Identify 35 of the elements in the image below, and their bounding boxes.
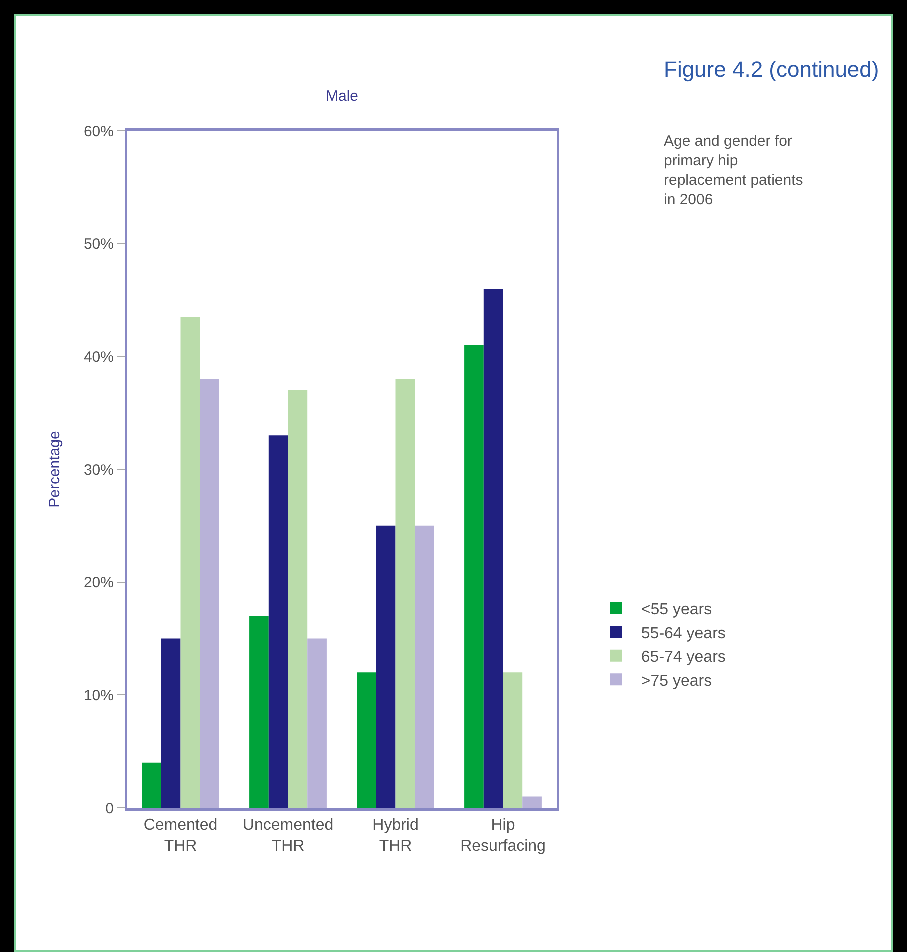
bar — [161, 638, 181, 808]
legend-label: >75 years — [641, 672, 712, 690]
bar — [484, 288, 504, 808]
y-tick-label: 60% — [84, 123, 114, 140]
bar — [396, 379, 416, 808]
y-axis-title: Percentage — [46, 431, 64, 508]
bar — [464, 345, 484, 808]
legend-label: <55 years — [641, 602, 712, 618]
y-tick-label: 0 — [106, 800, 114, 818]
legend-label: 55-64 years — [641, 625, 726, 642]
x-tick-label: Hybrid THR — [372, 817, 419, 855]
legend-label: 65-74 years — [641, 649, 726, 666]
y-tick-label: 50% — [84, 236, 114, 254]
bar — [200, 379, 220, 808]
text: Male — [326, 88, 359, 105]
text: Figure 4.2 (continued) — [664, 57, 880, 82]
bar — [376, 526, 396, 808]
bar — [268, 436, 288, 808]
bar — [357, 672, 376, 808]
bar — [308, 638, 327, 808]
bar — [180, 317, 200, 808]
text: Age and gender for primary hip replacement patients in 2006 — [664, 133, 804, 208]
bar — [415, 526, 434, 808]
bar — [288, 390, 308, 808]
y-tick-label: 40% — [84, 348, 114, 366]
y-tick-label: 10% — [84, 687, 114, 704]
y-tick-label: 20% — [84, 574, 114, 592]
y-tick-label: 30% — [84, 462, 114, 479]
bar — [250, 616, 269, 808]
bar — [503, 672, 523, 808]
x-tick-label: Hip Resurfacing — [460, 817, 546, 855]
bar — [142, 762, 162, 808]
x-tick-label: Uncemented THR — [242, 817, 334, 855]
x-tick-label: Cemented THR — [144, 817, 218, 855]
bar — [522, 796, 542, 808]
